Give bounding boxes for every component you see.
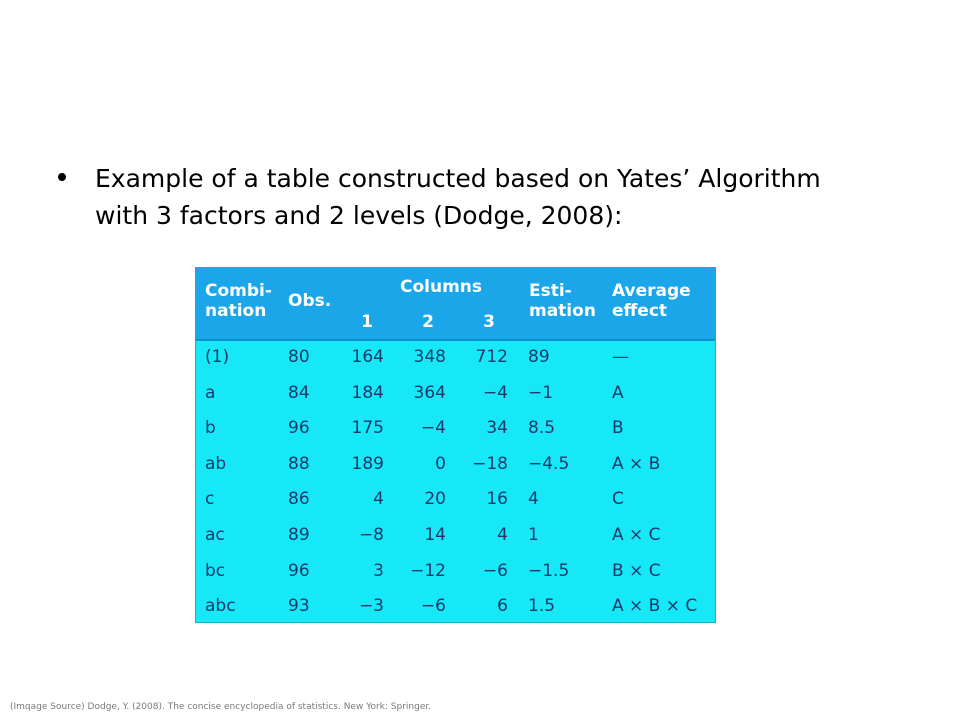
cell-obs: 88 [288, 453, 310, 474]
header-col-3: 3 [483, 312, 495, 332]
cell-column-2: 348 [413, 347, 446, 367]
cell-effect: B × C [612, 560, 661, 581]
cell-column-1: 4 [373, 489, 384, 510]
cell-obs: 96 [288, 560, 310, 581]
cell-column-3: 34 [486, 418, 508, 439]
cell-estimation: −4.5 [528, 453, 570, 474]
cell-column-3: −18 [472, 453, 508, 474]
cell-column-3: 712 [475, 347, 508, 367]
header-divider [196, 339, 715, 341]
cell-column-2: −4 [420, 418, 446, 439]
header-col-2: 2 [422, 312, 434, 332]
cell-estimation: 4 [528, 489, 539, 510]
cell-estimation: 1 [528, 525, 539, 545]
cell-column-1: −3 [358, 596, 384, 617]
header-estimation-line2: mation [529, 301, 596, 321]
cell-column-1: −8 [358, 525, 384, 545]
yates-table: Combi- nation Obs. Columns 1 2 3 Esti- m… [195, 267, 716, 623]
cell-effect: A × C [612, 525, 661, 545]
cell-estimation: −1.5 [528, 560, 570, 581]
cell-effect: — [612, 347, 629, 367]
cell-obs: 93 [288, 596, 310, 617]
cell-obs: 86 [288, 489, 310, 510]
bullet-point: Example of a table constructed based on … [58, 160, 878, 234]
header-effect-line1: Average [612, 281, 691, 301]
cell-column-2: −12 [410, 560, 446, 581]
cell-column-1: 175 [351, 418, 384, 439]
bullet-text: Example of a table constructed based on … [95, 160, 878, 234]
cell-estimation: 1.5 [528, 596, 556, 617]
cell-combination: ac [205, 525, 225, 545]
cell-estimation: 89 [528, 347, 550, 367]
cell-column-1: 189 [351, 453, 384, 474]
header-columns: Columns [399, 277, 483, 297]
cell-column-3: 4 [497, 525, 508, 545]
cell-column-3: 16 [486, 489, 508, 510]
bullet-line-1: Example of a table constructed based on … [95, 164, 821, 193]
cell-combination: c [205, 489, 215, 510]
cell-effect: A [612, 382, 624, 403]
bullet-dot-icon [58, 173, 66, 181]
table-header [196, 268, 715, 339]
cell-effect: A × B [612, 453, 661, 474]
cell-estimation: 8.5 [528, 418, 556, 439]
cell-combination: (1) [205, 347, 230, 367]
cell-column-2: 364 [413, 382, 446, 403]
header-combination-line2: nation [205, 301, 267, 321]
cell-column-3: 6 [497, 596, 508, 617]
cell-combination: a [205, 382, 216, 403]
cell-column-2: 14 [424, 525, 446, 545]
cell-column-3: −4 [482, 382, 508, 403]
cell-obs: 89 [288, 525, 310, 545]
cell-column-2: −6 [420, 596, 446, 617]
cell-column-1: 184 [351, 382, 384, 403]
cell-column-2: 20 [424, 489, 446, 510]
cell-column-1: 3 [373, 560, 384, 581]
cell-estimation: −1 [528, 382, 554, 403]
cell-combination: ab [205, 453, 227, 474]
cell-obs: 96 [288, 418, 310, 439]
header-effect-line2: effect [612, 301, 668, 321]
cell-obs: 84 [288, 382, 310, 403]
image-source-citation: (Imqage Source) Dodge, Y. (2008). The co… [10, 702, 432, 712]
cell-column-2: 0 [435, 453, 446, 474]
cell-effect: B [612, 418, 624, 439]
header-combination-line1: Combi- [205, 281, 272, 301]
cell-effect: C [612, 489, 624, 510]
cell-effect: A × B × C [612, 596, 698, 617]
header-col-1: 1 [361, 312, 373, 332]
cell-obs: 80 [288, 347, 310, 367]
header-estimation-line1: Esti- [529, 281, 572, 301]
bullet-line-2: with 3 factors and 2 levels (Dodge, 2008… [95, 201, 623, 230]
header-obs: Obs. [288, 291, 332, 311]
cell-combination: abc [205, 596, 236, 617]
cell-column-1: 164 [351, 347, 384, 367]
cell-column-3: −6 [482, 560, 508, 581]
cell-combination: bc [205, 560, 226, 581]
cell-combination: b [205, 418, 216, 439]
